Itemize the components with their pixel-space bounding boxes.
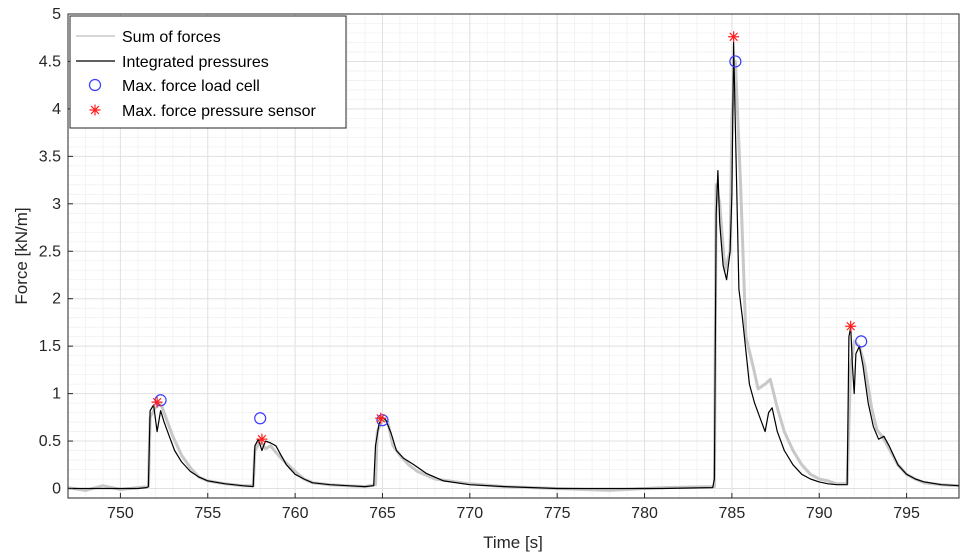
y-tick-label: 0 — [52, 481, 61, 498]
y-tick-labels: 0 0.5 1 1.5 2 2.5 3 3.5 4 4.5 5 — [39, 6, 73, 498]
marker-max-force-load-cell — [729, 55, 742, 68]
x-tick-label: 765 — [369, 505, 396, 522]
y-tick-label: 0.5 — [39, 433, 61, 450]
y-tick-label: 2.5 — [39, 243, 61, 260]
x-tick-label: 760 — [282, 505, 309, 522]
y-tick-label: 3.5 — [39, 148, 61, 165]
x-tick-label: 770 — [456, 505, 483, 522]
y-tick-label: 5 — [52, 6, 61, 23]
y-tick-label: 1 — [52, 386, 61, 403]
marker-max-force-pressure-sensor — [151, 396, 163, 408]
series-layer — [67, 31, 960, 492]
y-tick-label: 4 — [52, 101, 61, 118]
x-tick-label: 795 — [893, 505, 920, 522]
legend-swatch-star — [89, 104, 101, 116]
x-tick-label: 780 — [631, 505, 658, 522]
legend-label: Integrated pressures — [122, 54, 269, 71]
y-axis-title: Force [kN/m] — [12, 207, 31, 304]
marker-max-force-load-cell — [376, 414, 389, 427]
y-tick-label: 2 — [52, 291, 61, 308]
legend-label: Max. force pressure sensor — [122, 103, 317, 120]
marker-max-force-pressure-sensor — [845, 320, 857, 332]
marker-max-force-pressure-sensor — [375, 412, 387, 424]
plot-frame — [67, 13, 960, 499]
x-tick-label: 750 — [107, 505, 134, 522]
legend-label: Max. force load cell — [122, 78, 260, 95]
x-tick-label: 790 — [806, 505, 833, 522]
legend-label: Sum of forces — [122, 29, 221, 46]
legend-box — [69, 15, 347, 129]
legend: Sum of forces Integrated pressures Max. fo… — [69, 15, 347, 129]
marker-max-force-pressure-sensor — [728, 31, 740, 43]
y-tick-label: 1.5 — [39, 338, 61, 355]
y-tick-label: 3 — [52, 196, 61, 213]
x-tick-label: 775 — [544, 505, 571, 522]
x-tick-label: 755 — [194, 505, 221, 522]
y-tick-label: 4.5 — [39, 53, 61, 70]
x-tick-labels: 750 755 760 765 770 775 780 785 790 795 — [107, 493, 920, 522]
legend-swatch-circle — [88, 78, 102, 92]
marker-max-force-load-cell — [855, 335, 868, 348]
marker-max-force-pressure-sensor — [256, 433, 268, 445]
x-tick-label: 785 — [719, 505, 746, 522]
marker-max-force-load-cell — [254, 412, 267, 425]
x-axis-title: Time [s] — [483, 533, 543, 552]
